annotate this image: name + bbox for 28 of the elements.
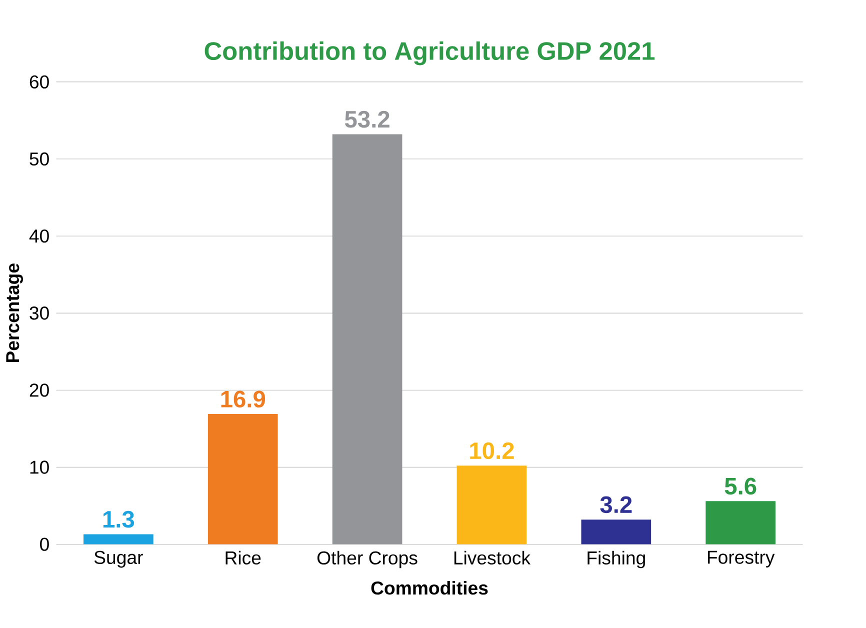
- data-label: 53.2: [344, 110, 390, 128]
- data-label: 10.2: [470, 442, 514, 460]
- bar: [84, 534, 154, 544]
- bar: [706, 501, 776, 544]
- data-label: 3.2: [600, 496, 632, 514]
- data-label: 1.3: [103, 510, 134, 528]
- y-tick-label: 60: [30, 75, 49, 88]
- bar: [581, 520, 652, 544]
- bar: [456, 466, 527, 544]
- y-tick-label: 50: [30, 152, 49, 166]
- y-tick-label: 10: [30, 460, 49, 474]
- y-axis-title: Percentage: [6, 264, 23, 362]
- data-label: 5.6: [724, 478, 756, 495]
- bar: [332, 134, 402, 544]
- x-axis-title: Commodities: [371, 580, 488, 595]
- x-tick-label: Other Crops: [317, 550, 418, 568]
- y-tick-label: 20: [30, 384, 49, 397]
- x-tick-label: Forestry: [708, 550, 775, 568]
- x-tick-label: Livestock: [454, 550, 531, 564]
- chart-title: Contribution to Agriculture GDP 2021: [204, 41, 655, 66]
- y-tick-label: 40: [29, 229, 49, 243]
- x-tick-label: Sugar: [94, 550, 143, 568]
- x-tick-label: Fishing: [588, 550, 645, 568]
- y-tick-label: 0: [40, 538, 49, 551]
- x-tick-label: Rice: [226, 550, 261, 564]
- bar: [208, 414, 278, 544]
- data-label: 16.9: [221, 390, 266, 408]
- y-tick-label: 30: [30, 306, 49, 320]
